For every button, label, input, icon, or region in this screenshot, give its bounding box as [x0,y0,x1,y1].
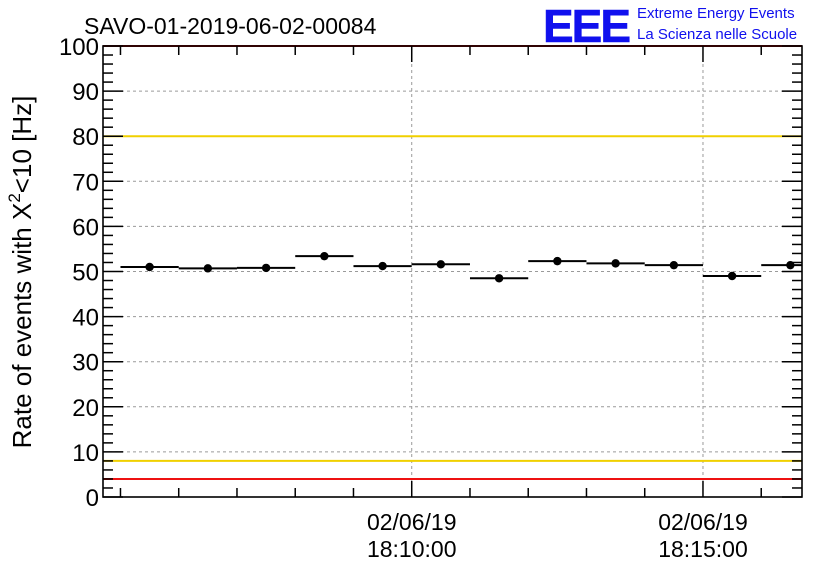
chart-title: SAVO-01-2019-06-02-00084 [84,13,377,39]
rate-chart: SAVO-01-2019-06-02-00084 EEE Extreme Ene… [0,0,836,572]
data-point-marker [670,261,678,269]
data-point-marker [262,264,270,272]
eee-logo-line2: La Scienza nelle Scuole [637,26,797,43]
data-point-marker [728,272,736,280]
axes: 010203040506070809010002/06/1918:10:0002… [59,34,802,562]
y-tick-label: 0 [86,485,99,512]
data-point-marker [378,262,386,270]
eee-logo-line1: Extreme Energy Events [637,5,795,22]
data-points [120,252,802,282]
data-point-marker [204,264,212,272]
data-point-marker [145,263,153,271]
reference-lines [103,46,802,479]
y-tick-label: 70 [72,169,99,196]
x-tick-label-date: 02/06/19 [658,509,748,535]
data-point-marker [320,252,328,260]
eee-logo: EEE Extreme Energy Events La Scienza nel… [543,0,797,52]
y-tick-label: 40 [72,305,99,332]
y-axis-label-rest: <10 [Hz] [7,96,37,194]
data-point-marker [553,257,561,265]
y-axis-label-main: Rate of events with X [7,203,37,449]
y-tick-label: 100 [59,34,99,61]
y-tick-label: 30 [72,350,99,377]
y-tick-label: 60 [72,214,99,241]
x-tick-label-time: 18:15:00 [658,536,748,562]
y-axis-label-superscript: 2 [5,193,24,202]
data-point-marker [495,274,503,282]
y-axis-label: Rate of events with X2<10 [Hz] [5,96,37,449]
data-point-marker [437,260,445,268]
y-tick-label: 80 [72,124,99,151]
y-tick-label: 90 [72,79,99,106]
y-tick-label: 10 [72,440,99,467]
y-tick-label: 50 [72,260,99,287]
x-tick-label-time: 18:10:00 [367,536,457,562]
data-point-marker [611,259,619,267]
eee-logo-mark: EEE [543,0,629,52]
y-tick-label: 20 [72,395,99,422]
x-tick-label-date: 02/06/19 [367,509,457,535]
